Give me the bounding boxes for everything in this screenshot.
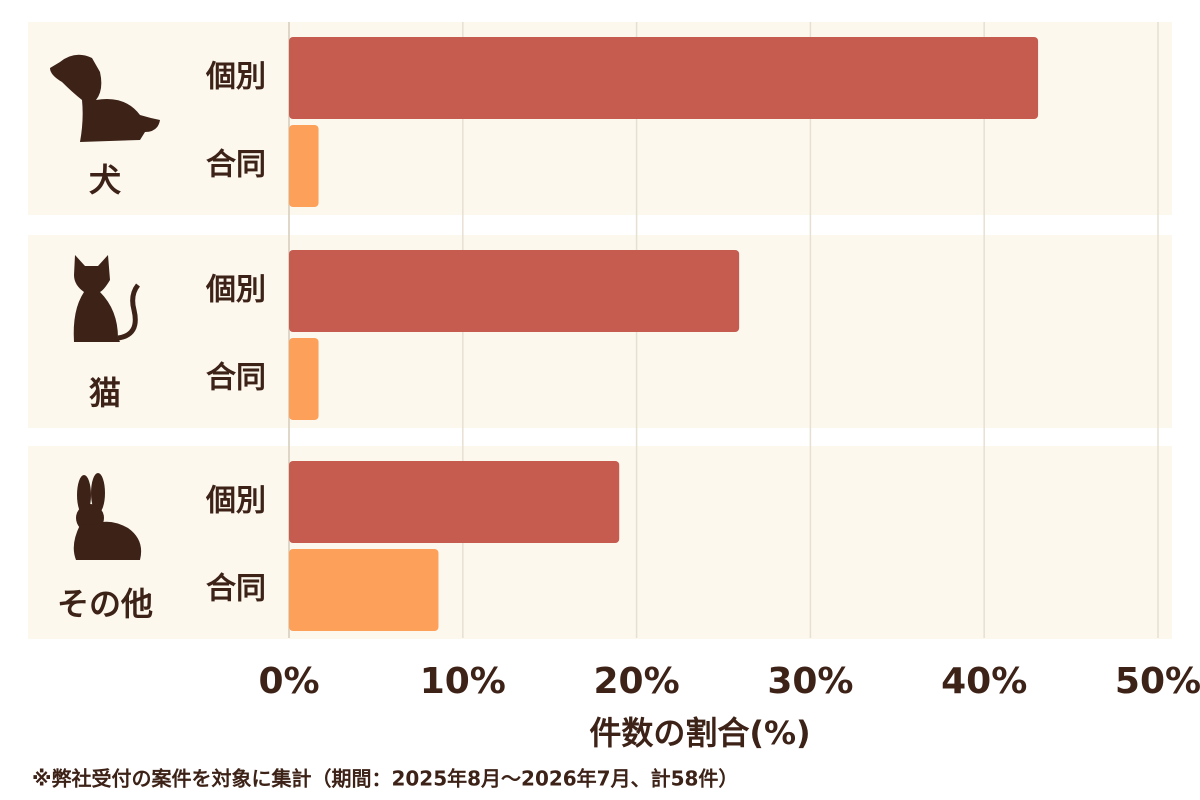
series-label: 個別 bbox=[205, 484, 266, 519]
x-axis-title: 件数の割合(%) bbox=[589, 714, 810, 752]
bar bbox=[289, 338, 319, 420]
bar bbox=[289, 37, 1039, 119]
series-label: 合同 bbox=[206, 572, 266, 607]
series-label: 個別 bbox=[205, 60, 266, 95]
bar bbox=[289, 549, 439, 631]
bar bbox=[289, 125, 319, 207]
series-label: 個別 bbox=[205, 273, 266, 308]
dog-icon bbox=[50, 54, 160, 142]
x-tick-label: 30% bbox=[767, 661, 853, 702]
x-tick-label: 40% bbox=[941, 661, 1027, 702]
x-tick-label: 20% bbox=[594, 661, 680, 702]
x-tick-label: 10% bbox=[420, 661, 506, 702]
rabbit-icon bbox=[73, 473, 142, 560]
series-label: 合同 bbox=[206, 361, 266, 396]
x-tick-label: 50% bbox=[1115, 661, 1200, 702]
category-label: その他 bbox=[57, 585, 153, 623]
x-tick-label: 0% bbox=[258, 661, 319, 702]
bar bbox=[289, 250, 740, 332]
series-label: 合同 bbox=[206, 148, 266, 183]
cat-icon bbox=[73, 255, 141, 342]
footnote: ※弊社受付の案件を対象に集計（期間：2025年8月～2026年7月、計58件） bbox=[32, 767, 738, 791]
bar bbox=[289, 461, 620, 543]
category-label: 猫 bbox=[89, 374, 121, 412]
category-label: 犬 bbox=[89, 161, 121, 199]
